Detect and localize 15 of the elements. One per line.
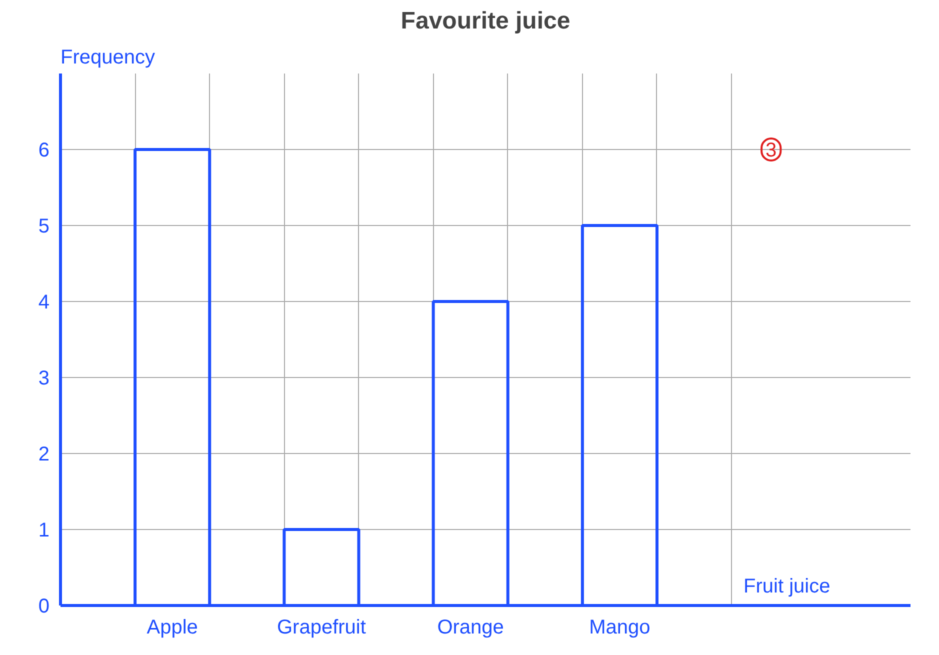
y-tick-label: 6 [38,140,50,162]
y-axis-title: Frequency [60,46,155,68]
x-tick-label: Orange [437,616,504,638]
y-tick-label: 0 [38,596,50,618]
x-tick-label: Apple [146,616,198,638]
x-tick-label: Mango [589,616,650,638]
y-tick-label: 3 [38,368,50,390]
y-tick-label: 4 [38,292,50,314]
y-tick-label: 2 [38,444,50,466]
x-axis-title: Fruit juice [744,576,830,598]
chart-title: Favourite juice [400,8,570,34]
x-tick-label: Grapefruit [277,616,366,638]
y-tick-label: 1 [38,520,50,542]
text: 3 [766,140,777,162]
y-tick-label: 5 [38,216,50,238]
